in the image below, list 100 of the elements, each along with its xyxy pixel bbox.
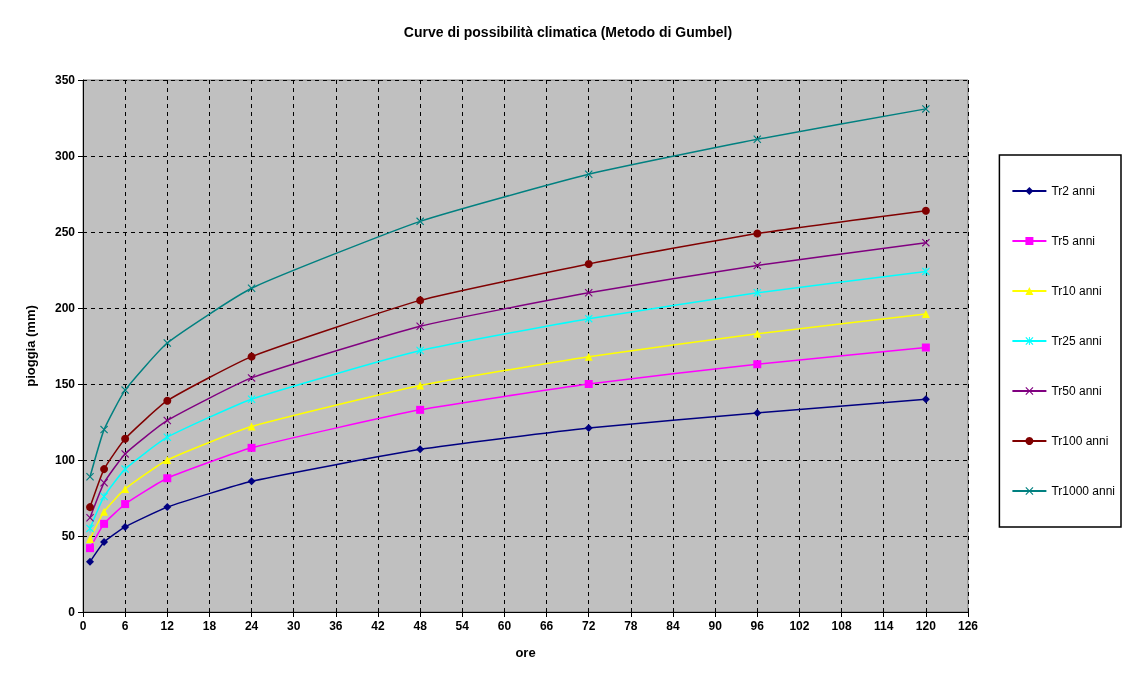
x-tick-label: 126 xyxy=(957,619,979,633)
x-tick-label: 54 xyxy=(455,619,470,633)
y-tick-label: 300 xyxy=(54,149,76,163)
point xyxy=(416,405,425,414)
point xyxy=(921,343,930,352)
point xyxy=(921,267,930,276)
x-tick-label: 6 xyxy=(121,619,129,633)
point xyxy=(416,445,425,454)
point xyxy=(584,424,593,433)
point xyxy=(921,395,930,404)
point xyxy=(753,135,762,144)
point xyxy=(121,386,130,395)
legend-label: Tr10 anni xyxy=(1051,284,1102,298)
point xyxy=(247,422,256,431)
y-tick-label: 50 xyxy=(61,529,76,543)
point xyxy=(584,259,593,268)
point xyxy=(86,503,95,512)
point xyxy=(753,360,762,369)
y-axis-title: pioggia (mm) xyxy=(23,305,38,387)
point xyxy=(584,288,593,297)
legend-label: Tr25 anni xyxy=(1051,334,1102,348)
point xyxy=(247,443,256,452)
point xyxy=(163,396,172,405)
x-tick-label: 48 xyxy=(413,619,428,633)
x-tick-label: 96 xyxy=(750,619,765,633)
x-tick-label: 120 xyxy=(915,619,937,633)
point xyxy=(121,434,130,443)
point xyxy=(753,408,762,417)
point xyxy=(121,522,130,531)
legend-label: Tr2 anni xyxy=(1051,184,1095,198)
point xyxy=(416,381,425,390)
x-tick-label: 42 xyxy=(371,619,385,633)
point xyxy=(921,238,930,247)
x-axis-title: ore xyxy=(515,645,536,660)
y-tick-label: 150 xyxy=(54,377,76,391)
point xyxy=(247,284,256,293)
x-tick-label: 66 xyxy=(539,619,554,633)
x-tick-label: 114 xyxy=(874,619,894,633)
point xyxy=(86,544,95,553)
legend-label: Tr50 anni xyxy=(1051,384,1102,398)
point xyxy=(163,456,172,464)
point xyxy=(921,104,930,113)
x-tick-label: 36 xyxy=(329,619,343,633)
x-tick-label: 108 xyxy=(831,619,852,633)
point xyxy=(86,472,95,481)
point xyxy=(416,296,425,305)
x-tick-label: 60 xyxy=(497,619,512,633)
point xyxy=(247,373,256,382)
point xyxy=(100,519,109,528)
point xyxy=(86,513,95,522)
point xyxy=(416,217,425,226)
point xyxy=(247,352,256,361)
point xyxy=(753,229,762,238)
point xyxy=(584,314,593,323)
x-tick-label: 78 xyxy=(624,619,638,633)
point xyxy=(163,338,172,347)
y-tick-label: 100 xyxy=(54,453,76,467)
x-tick-label: 12 xyxy=(160,619,175,633)
point xyxy=(121,465,130,474)
point xyxy=(247,477,256,486)
point xyxy=(100,425,109,434)
point xyxy=(584,170,593,179)
legend-label: Tr5 anni xyxy=(1051,234,1095,248)
point xyxy=(584,380,593,388)
point xyxy=(247,395,256,404)
x-tick-label: 102 xyxy=(789,619,810,633)
chart-title: Curve di possibilità climatica (Metodo di Gumbel) xyxy=(403,24,733,40)
point xyxy=(753,288,762,297)
legend-label: Tr100 anni xyxy=(1051,434,1109,448)
point xyxy=(121,484,130,493)
point xyxy=(100,507,109,516)
y-tick-label: 350 xyxy=(54,73,76,87)
x-tick-label: 90 xyxy=(708,619,723,633)
point xyxy=(100,478,109,487)
y-tick-label: 0 xyxy=(68,605,76,619)
point xyxy=(163,433,172,442)
point xyxy=(163,416,172,425)
x-tick-label: 84 xyxy=(666,619,680,633)
x-tick-label: 0 xyxy=(79,619,87,633)
legend-label: Tr1000 anni xyxy=(1051,484,1116,498)
point xyxy=(86,524,95,533)
x-tick-label: 24 xyxy=(244,619,259,633)
point xyxy=(121,500,130,509)
point xyxy=(753,261,762,270)
point xyxy=(163,474,172,483)
point xyxy=(86,557,95,566)
point xyxy=(86,535,95,544)
point xyxy=(416,322,425,331)
y-tick-label: 250 xyxy=(54,225,76,239)
point xyxy=(100,465,109,474)
point xyxy=(163,503,172,512)
point xyxy=(753,329,762,338)
point xyxy=(100,538,109,547)
point xyxy=(121,449,130,458)
point xyxy=(921,206,930,215)
y-tick-label: 200 xyxy=(54,301,76,315)
point xyxy=(416,346,425,355)
point xyxy=(921,310,930,319)
x-tick-label: 18 xyxy=(202,619,217,633)
x-tick-label: 30 xyxy=(287,619,301,633)
